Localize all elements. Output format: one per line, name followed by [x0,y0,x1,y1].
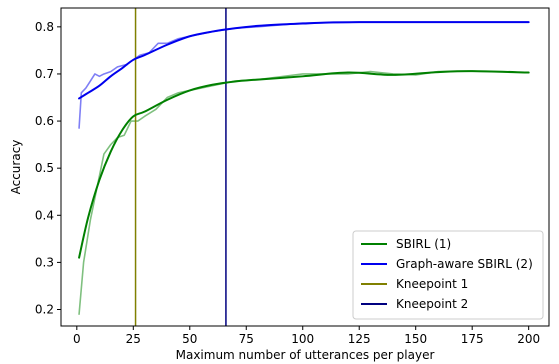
x-tick-label: 100 [291,332,314,346]
x-tick-label: 50 [182,332,197,346]
plot-frame [60,7,550,327]
x-tick-label: 150 [404,332,427,346]
x-tick-label: 0 [73,332,81,346]
series-graph-aware-sbirl-2-raw [78,21,530,129]
legend-box [352,230,544,320]
x-axis-ticks: 0 25 50 75 100 125 150 175 200 [73,326,540,346]
x-tick-label: 200 [517,332,540,346]
y-tick-label: 0.3 [35,255,54,269]
series-sbirl-1-raw [78,70,530,316]
series-sbirl-1 [78,70,530,259]
y-tick-label: 0.8 [35,20,54,34]
legend-label: Graph-aware SBIRL (2) [396,257,533,271]
x-tick-label: 75 [239,332,254,346]
y-axis-ticks: 0.2 0.3 0.4 0.5 0.6 0.7 0.8 [35,20,61,317]
plot-area [78,8,530,326]
y-tick-label: 0.2 [35,303,54,317]
y-tick-label: 0.5 [35,161,54,175]
legend-label: Kneepoint 2 [396,297,468,311]
x-tick-label: 125 [348,332,371,346]
x-tick-label: 25 [126,332,141,346]
y-tick-label: 0.7 [35,67,54,81]
y-tick-label: 0.6 [35,114,54,128]
x-axis-label: Maximum number of utterances per player [176,348,435,362]
series-graph-aware-sbirl-2 [78,21,530,100]
x-tick-label: 175 [461,332,484,346]
y-axis-label: Accuracy [9,140,23,195]
legend-label: SBIRL (1) [396,237,451,251]
legend-label: Kneepoint 1 [396,277,468,291]
legend: SBIRL (1) Graph-aware SBIRL (2) Kneepoint … [352,230,544,320]
y-tick-label: 0.4 [35,208,54,222]
